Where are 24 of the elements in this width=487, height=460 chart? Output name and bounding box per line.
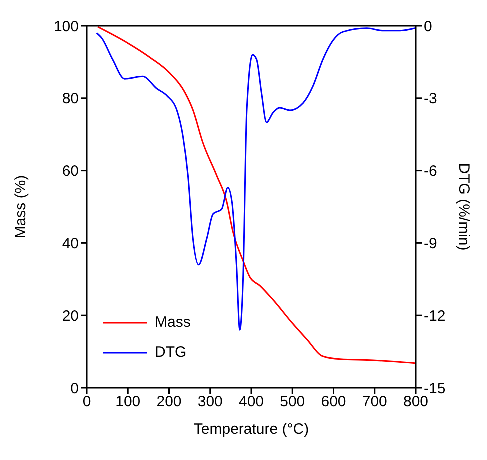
y2-tick-label: -3 — [424, 90, 438, 108]
x-tick-label: 100 — [116, 394, 141, 411]
x-tick-label: 600 — [321, 394, 346, 411]
x-tick-label: 200 — [156, 394, 182, 411]
x-tick-label: 700 — [362, 394, 388, 411]
y2-tick-label: -9 — [424, 236, 438, 253]
y-tick-label: 0 — [70, 380, 79, 398]
y2-axis-title: DTG (%/min) — [456, 163, 473, 251]
x-tick-label: 500 — [280, 394, 306, 411]
y-tick-label: 40 — [62, 236, 79, 253]
x-tick-label: 300 — [198, 394, 223, 411]
legend-label: Mass — [155, 313, 191, 333]
x-tick-label: 0 — [82, 394, 92, 411]
y-tick-label: 80 — [62, 90, 79, 108]
y-tick-label: 20 — [62, 308, 79, 325]
y-tick-label: 100 — [54, 18, 79, 36]
x-axis-title: Temperature (°C) — [194, 421, 310, 438]
legend-label: DTG — [155, 343, 187, 363]
x-tick-label: 400 — [238, 394, 264, 411]
y2-tick-label: -12 — [424, 308, 446, 325]
y-tick-label: 60 — [62, 163, 79, 180]
y2-tick-label: 0 — [424, 18, 432, 36]
y-axis-title: Mass (%) — [12, 175, 30, 239]
y2-tick-label: -6 — [424, 163, 438, 180]
